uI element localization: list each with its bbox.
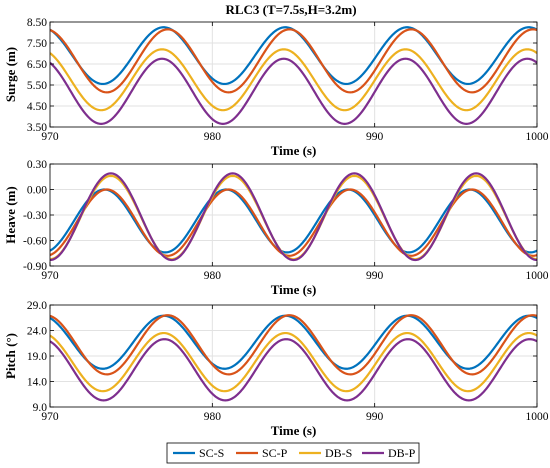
x-tick-label: 990 [366,131,384,143]
y-axis-label: Surge (m) [3,47,18,102]
y-tick-label: 3.50 [27,122,47,134]
y-tick-label: -0.60 [23,236,47,248]
y-tick-label: 6.50 [27,59,47,71]
y-tick-label: 14.0 [27,377,47,389]
legend: SC-S SC-P DB-S DB-P [166,442,420,464]
panel-pitch: 970 980 990 1000 9.0 14.0 19.0 24.0 29.0 Time (s)… [3,300,549,438]
series-line-sc-p [50,314,537,376]
legend-label: DB-P [388,446,416,460]
series-line-db-p [50,172,537,262]
legend-label: DB-S [325,446,352,460]
plot-area [50,22,537,127]
x-tick-label: 1000 [526,270,549,282]
series-line-db-p [50,338,537,402]
series-line-sc-p [50,188,537,257]
series-line-sc-p [50,28,537,94]
panel-surge: 970 980 990 1000 3.50 4.50 5.50 6.50 7.50 8.50 Tim… [3,17,549,158]
y-tick-label: 19.0 [27,351,47,363]
x-tick-label: 970 [41,270,59,282]
legend-label: SC-P [262,446,288,460]
y-tick-label: 0.30 [27,159,47,171]
y-tick-label: 29.0 [27,300,47,312]
legend-label: SC-S [199,446,224,460]
y-tick-label: 0.00 [27,185,47,197]
y-tick-label: 24.0 [27,326,47,338]
series-line-db-s [50,48,537,112]
y-tick-label: -0.90 [23,261,47,273]
x-axis-label: Time (s) [271,143,317,158]
y-axis-label: Pitch (°) [3,333,18,379]
y-axis-label: Heave (m) [3,186,18,243]
y-tick-label: 8.50 [27,17,47,29]
x-tick-label: 970 [41,411,59,423]
x-tick-label: 980 [204,270,222,282]
x-tick-label: 990 [366,411,384,423]
x-tick-label: 970 [41,131,59,143]
y-tick-label: -0.30 [23,210,47,222]
x-tick-label: 980 [204,131,222,143]
y-tick-label: 5.50 [27,80,47,92]
x-axis-label: Time (s) [271,282,317,297]
series-line-db-s [50,331,537,393]
x-tick-label: 980 [204,411,222,423]
x-tick-label: 990 [366,270,384,282]
x-axis-label: Time (s) [271,423,317,438]
panel-heave: 970 980 990 1000 -0.90 -0.60 -0.30 0.00 0.30 Time… [3,159,549,297]
series-line-db-p [50,57,537,125]
y-tick-label: 7.50 [27,38,47,50]
y-tick-label: 9.0 [33,402,48,414]
x-tick-label: 1000 [526,411,549,423]
legend-box [166,442,420,464]
y-tick-label: 4.50 [27,101,47,113]
x-tick-label: 1000 [526,131,549,143]
axes-frame [49,21,538,128]
chart-title: RLC3 (T=7.5s,H=3.2m) [225,2,356,17]
